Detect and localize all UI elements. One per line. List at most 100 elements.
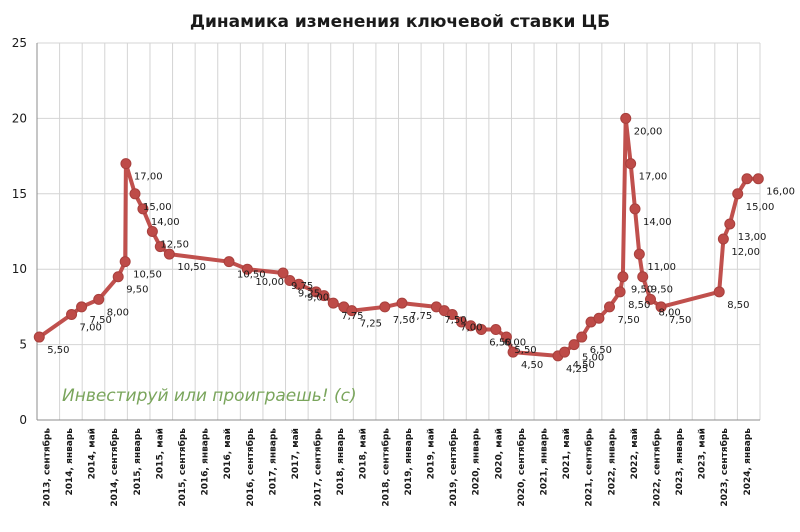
data-point xyxy=(507,346,519,358)
data-point xyxy=(617,271,629,283)
data-point xyxy=(593,312,605,324)
data-label: 14,00 xyxy=(151,217,180,228)
data-point xyxy=(396,297,408,309)
x-tick-label: 2017, сентябрь xyxy=(313,428,324,507)
data-label: 5,50 xyxy=(47,345,69,356)
y-tick-label: 25 xyxy=(12,36,27,50)
data-label: 16,00 xyxy=(766,187,795,198)
data-point xyxy=(446,308,458,320)
data-label: 8,50 xyxy=(628,300,650,311)
series-markers xyxy=(33,112,764,362)
data-point xyxy=(318,290,330,302)
x-tick-label: 2018, сентябрь xyxy=(380,428,391,507)
y-tick-label: 20 xyxy=(12,111,27,125)
x-tick-label: 2014, сентябрь xyxy=(109,428,120,507)
data-label: 17,00 xyxy=(639,172,668,183)
data-point xyxy=(66,308,78,320)
data-point xyxy=(576,331,588,343)
data-label: 10,50 xyxy=(177,262,206,273)
data-point xyxy=(277,267,289,279)
x-tick-label: 2020, май xyxy=(494,428,504,479)
data-point xyxy=(327,297,339,309)
x-tick-label: 2022, сентябрь xyxy=(651,428,662,507)
x-tick-label: 2023, январь xyxy=(675,428,685,496)
data-label: 11,00 xyxy=(647,262,676,273)
x-tick-label: 2022, январь xyxy=(607,428,617,496)
data-point xyxy=(629,203,641,215)
data-label: 15,00 xyxy=(143,202,172,213)
y-tick-label: 0 xyxy=(19,413,27,427)
x-tick-label: 2021, сентябрь xyxy=(584,428,595,507)
data-point xyxy=(732,188,744,200)
data-label: 14,00 xyxy=(643,217,672,228)
x-tick-label: 2014, январь xyxy=(65,428,75,496)
data-label: 9,50 xyxy=(126,285,148,296)
data-label: 8,50 xyxy=(727,300,749,311)
x-tick-label: 2020, сентябрь xyxy=(516,428,527,507)
data-point xyxy=(633,248,645,260)
data-point xyxy=(717,233,729,245)
x-tick-label: 2018, май xyxy=(359,428,369,479)
data-point xyxy=(604,301,616,313)
x-tick-label: 2019, сентябрь xyxy=(448,428,459,507)
data-point xyxy=(33,331,45,343)
chart-title: Динамика изменения ключевой ставки ЦБ xyxy=(190,12,610,32)
x-tick-label: 2016, январь xyxy=(201,428,211,496)
data-point xyxy=(284,275,296,287)
data-label: 9,25 xyxy=(298,289,320,300)
x-tick-label: 2018, январь xyxy=(336,428,346,496)
data-label: 9,50 xyxy=(651,285,673,296)
gridlines xyxy=(36,42,761,421)
data-label: 9,75 xyxy=(291,281,313,292)
data-label: 7,50 xyxy=(669,315,691,326)
x-tick-label: 2013, сентябрь xyxy=(41,428,52,507)
watermark-text: Инвестируй или проиграешь! (с) xyxy=(62,386,357,406)
y-tick-label: 15 xyxy=(12,187,27,201)
data-point xyxy=(644,293,656,305)
data-label: 4,50 xyxy=(573,360,595,371)
data-label: 10,00 xyxy=(255,277,284,288)
data-label: 12,00 xyxy=(731,247,760,258)
x-tick-label: 2017, май xyxy=(291,428,301,479)
data-label: 8,00 xyxy=(107,307,129,318)
data-label: 6,00 xyxy=(504,338,526,349)
data-point xyxy=(475,324,487,336)
data-point xyxy=(455,316,467,328)
data-point xyxy=(223,256,235,268)
x-tick-label: 2022, май xyxy=(630,428,640,479)
data-point xyxy=(112,271,124,283)
data-point xyxy=(241,263,253,275)
data-point xyxy=(568,339,580,351)
data-point xyxy=(614,286,626,298)
data-point xyxy=(741,173,753,185)
data-label: 7,50 xyxy=(393,315,415,326)
x-tick-label: 2015, январь xyxy=(133,428,143,496)
data-point xyxy=(163,248,175,260)
x-tick-label: 2021, май xyxy=(562,428,572,479)
data-label: 7,50 xyxy=(618,315,640,326)
data-point xyxy=(129,188,141,200)
data-point xyxy=(465,320,477,332)
data-point xyxy=(76,301,88,313)
data-label: 13,00 xyxy=(738,232,767,243)
x-tick-label: 2023, май xyxy=(698,428,708,479)
data-point xyxy=(120,158,132,170)
data-label: 7,25 xyxy=(360,319,382,330)
data-label: 6,50 xyxy=(590,345,612,356)
data-label: 7,50 xyxy=(444,315,466,326)
data-point xyxy=(379,301,391,313)
data-point xyxy=(724,218,736,230)
data-point xyxy=(752,173,764,185)
data-point xyxy=(637,271,649,283)
data-label: 9,00 xyxy=(307,292,329,303)
data-label: 17,00 xyxy=(134,172,163,183)
y-tick-label: 5 xyxy=(19,338,27,352)
data-point xyxy=(137,203,149,215)
data-labels: 5,507,007,508,009,5010,5017,0015,0014,00… xyxy=(47,126,795,375)
x-tick-label: 2015, май xyxy=(155,428,165,479)
data-point xyxy=(625,158,637,170)
x-tick-label: 2019, январь xyxy=(404,428,414,496)
x-tick-label: 2024, январь xyxy=(743,428,753,496)
